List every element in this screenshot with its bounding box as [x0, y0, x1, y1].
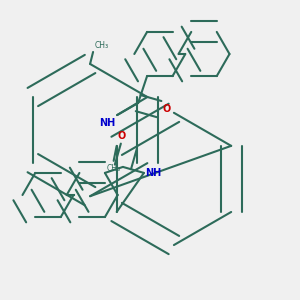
Text: NH: NH: [99, 118, 116, 128]
Text: O: O: [118, 131, 126, 141]
Text: CH₃: CH₃: [94, 41, 109, 50]
Text: NH: NH: [146, 168, 162, 178]
Text: CH₃: CH₃: [106, 164, 121, 173]
Text: O: O: [162, 104, 170, 114]
